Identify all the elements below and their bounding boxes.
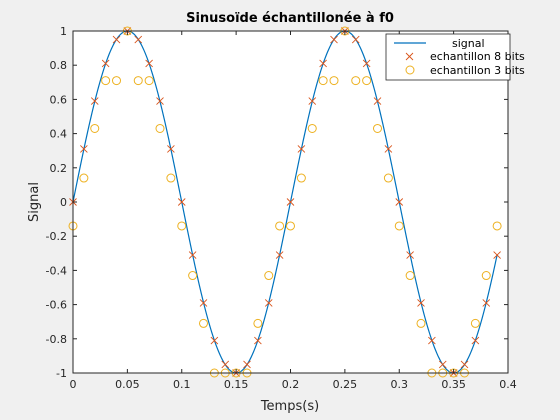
- sample-8bit-point: [351, 35, 360, 44]
- sample-3bit-point: [188, 271, 198, 281]
- sample-3bit-point: [405, 271, 415, 281]
- ticks: 0 0.05 0.1 0.15 0.2 0.25 0.3 0.35 0.4 1 0.8 0.6 0.4 0…: [46, 25, 517, 391]
- sample-8bit-point: [471, 336, 480, 345]
- sample-8bit-point: [438, 360, 447, 369]
- sample-3bit-point: [112, 76, 121, 86]
- legend-label-3bits: echantillon 3 bits: [430, 64, 525, 77]
- sample-8bit-point: [286, 198, 295, 206]
- x-tick-label: 0.4: [499, 378, 517, 391]
- sample-3bit-point: [286, 221, 295, 231]
- y-tick-label: 0.8: [50, 59, 68, 72]
- sample-8bit-point: [428, 336, 436, 345]
- sample-8bit-point: [460, 360, 469, 369]
- sample-3bit-point: [275, 221, 285, 231]
- y-tick-label: -0.8: [46, 333, 67, 346]
- sample-3bit-point: [199, 318, 208, 328]
- x-tick-label: 0.1: [173, 378, 191, 391]
- y-tick-label: -0.2: [46, 230, 67, 243]
- legend-label-8bits: echantillon 8 bits: [430, 50, 525, 63]
- sample-3bit-point: [307, 123, 317, 133]
- sample-8bit-point: [406, 251, 414, 259]
- sample-8bit-point: [243, 360, 251, 369]
- sample-8bit-point: [221, 360, 230, 369]
- sample-3bit-point: [296, 173, 306, 183]
- sample-3bit-point: [177, 221, 187, 231]
- sample-3bit-point: [373, 123, 382, 133]
- sample-3bit-point: [101, 76, 111, 86]
- chart-title: Sinusoïde échantillonée à f0: [186, 11, 394, 26]
- sample-8bit-point: [417, 299, 425, 307]
- sample-8bit-point: [210, 336, 219, 345]
- x-tick-label: 0.05: [115, 378, 140, 391]
- sample-3bit-point: [416, 318, 426, 328]
- sample-8bit-point: [395, 198, 404, 206]
- sample-3bit-point: [253, 318, 263, 328]
- sample-8bit-point: [319, 59, 327, 68]
- sample-8bit-point: [156, 97, 164, 105]
- sample-3bit-point: [481, 271, 491, 281]
- sample-8bit-point: [101, 59, 110, 68]
- sample-3bit-point: [329, 76, 339, 86]
- series-signal-line: [72, 30, 498, 374]
- sample-8bit-point: [330, 35, 338, 44]
- sample-8bit-point: [384, 145, 393, 153]
- y-tick-label: 0: [60, 196, 67, 209]
- sample-8bit-point: [145, 59, 153, 68]
- sample-8bit-point: [199, 299, 208, 307]
- sample-8bit-point: [275, 251, 284, 259]
- sample-3bit-point: [351, 76, 361, 86]
- y-tick-label: 0.6: [50, 93, 68, 106]
- sample-3bit-point: [166, 173, 176, 183]
- x-axis-label: Temps(s): [260, 399, 319, 414]
- y-tick-label: 0.2: [50, 162, 68, 175]
- sample-3bit-point: [318, 76, 328, 86]
- sample-8bit-point: [373, 97, 382, 105]
- y-tick-label: -1: [56, 367, 67, 380]
- sample-3bit-point: [90, 123, 100, 133]
- sample-3bit-point: [144, 76, 154, 86]
- sample-3bit-point: [79, 173, 89, 183]
- x-tick-label: 0.25: [333, 378, 358, 391]
- x-tick-label: 0.3: [391, 378, 409, 391]
- x-tick-label: 0: [70, 378, 77, 391]
- sample-8bit-point: [112, 35, 121, 44]
- sample-3bit-point: [155, 123, 165, 133]
- y-tick-label: -0.6: [46, 299, 67, 312]
- legend-label-signal: signal: [452, 37, 485, 50]
- y-tick-label: -0.4: [46, 264, 67, 277]
- sample-8bit-point: [308, 97, 317, 105]
- sample-3bit-point: [394, 221, 404, 231]
- sample-8bit-point: [297, 145, 306, 153]
- sample-3bit-point: [133, 76, 143, 86]
- sample-3bit-point: [470, 318, 480, 328]
- sample-8bit-point: [80, 145, 88, 153]
- legend-swatch-8bits: [405, 52, 414, 61]
- sample-3bit-point: [362, 76, 372, 86]
- sample-8bit-point: [177, 198, 186, 206]
- sample-8bit-point: [264, 299, 273, 307]
- sample-8bit-point: [254, 336, 262, 345]
- sample-3bit-point: [383, 173, 393, 183]
- sample-8bit-point: [482, 299, 491, 307]
- sample-3bit-point: [492, 221, 502, 231]
- sample-8bit-point: [188, 251, 197, 259]
- y-tick-label: 0.4: [50, 128, 68, 141]
- sample-8bit-point: [362, 59, 371, 68]
- x-tick-label: 0.2: [282, 378, 300, 391]
- legend-swatch-3bits: [405, 65, 415, 75]
- x-tick-label: 0.15: [224, 378, 249, 391]
- sample-8bit-point: [90, 97, 99, 105]
- y-tick-label: 1: [60, 25, 67, 38]
- sample-8bit-point: [134, 35, 143, 44]
- x-tick-label: 0.35: [441, 378, 466, 391]
- legend: signal echantillon 8 bits echantillon 3 …: [385, 33, 525, 81]
- sample-8bit-point: [493, 251, 501, 259]
- sample-8bit-point: [167, 145, 175, 153]
- sample-3bit-point: [264, 271, 274, 281]
- y-axis-label: Signal: [27, 182, 42, 222]
